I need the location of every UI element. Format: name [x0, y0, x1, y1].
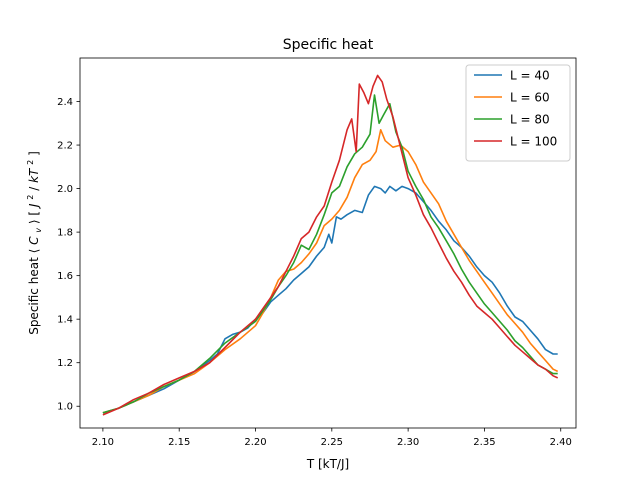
y-axis-label-unit-j: J	[27, 203, 41, 209]
y-axis-label-unit-j-exponent: 2	[26, 195, 35, 200]
x-axis-ticks: 2.10 2.15 2.20 2.25 2.30 2.35 2.40	[92, 428, 572, 448]
series-line-2	[102, 129, 559, 414]
chart-title: Specific heat	[283, 37, 374, 53]
x-tick-label: 2.35	[473, 437, 495, 448]
y-axis-label-unit-close: ]	[27, 151, 41, 156]
x-tick-label: 2.20	[244, 437, 266, 448]
y-axis-label-unit-kt-exponent: 2	[26, 160, 35, 165]
y-axis-label-bracket-close: ⟩	[27, 219, 41, 224]
y-axis-label-unit-slash: /	[27, 186, 41, 191]
y-axis-label-symbol: C	[27, 236, 41, 245]
legend-label-4: L = 100	[510, 135, 557, 149]
x-axis-label: T [kT/J]	[306, 457, 349, 471]
plot-area	[79, 57, 577, 429]
y-tick-label: 1.0	[57, 402, 73, 413]
y-axis-label-symbol-subscript: v	[34, 228, 43, 233]
x-tick-label: 2.25	[321, 437, 343, 448]
plot-frame	[79, 57, 577, 429]
series-line-1	[102, 185, 558, 414]
y-tick-label: 2.0	[57, 184, 73, 195]
y-tick-label: 2.2	[57, 141, 73, 152]
legend-box	[465, 64, 571, 162]
x-tick-label: 2.15	[168, 437, 190, 448]
y-axis-label-bracket-open: ⟨	[27, 249, 41, 254]
y-axis-label-unit-open: [	[27, 211, 41, 216]
x-tick-label: 2.30	[397, 437, 419, 448]
y-tick-label: 2.4	[57, 97, 73, 108]
y-axis-label-unit-kt: kT	[27, 167, 41, 183]
y-tick-label: 1.4	[57, 315, 73, 326]
y-axis-label: Specific heat ⟨ C v ⟩ [ J 2 / kT 2 ]	[22, 151, 44, 335]
x-tick-label: 2.40	[550, 437, 572, 448]
legend: L = 40 L = 60 L = 80 L = 100	[465, 64, 571, 162]
series-line-3	[102, 94, 558, 414]
x-tick-label: 2.10	[92, 437, 114, 448]
y-tick-label: 1.6	[57, 271, 73, 282]
legend-label-3: L = 80	[510, 113, 550, 127]
legend-label-2: L = 60	[510, 91, 550, 105]
y-axis-ticks: 1.0 1.2 1.4 1.6 1.8 2.0 2.2 2.4	[57, 97, 80, 413]
y-axis-label-prefix: Specific heat	[27, 253, 41, 334]
y-tick-label: 1.2	[57, 358, 73, 369]
series-line-4	[102, 74, 559, 416]
y-tick-label: 1.8	[57, 228, 73, 239]
legend-label-1: L = 40	[510, 69, 550, 83]
